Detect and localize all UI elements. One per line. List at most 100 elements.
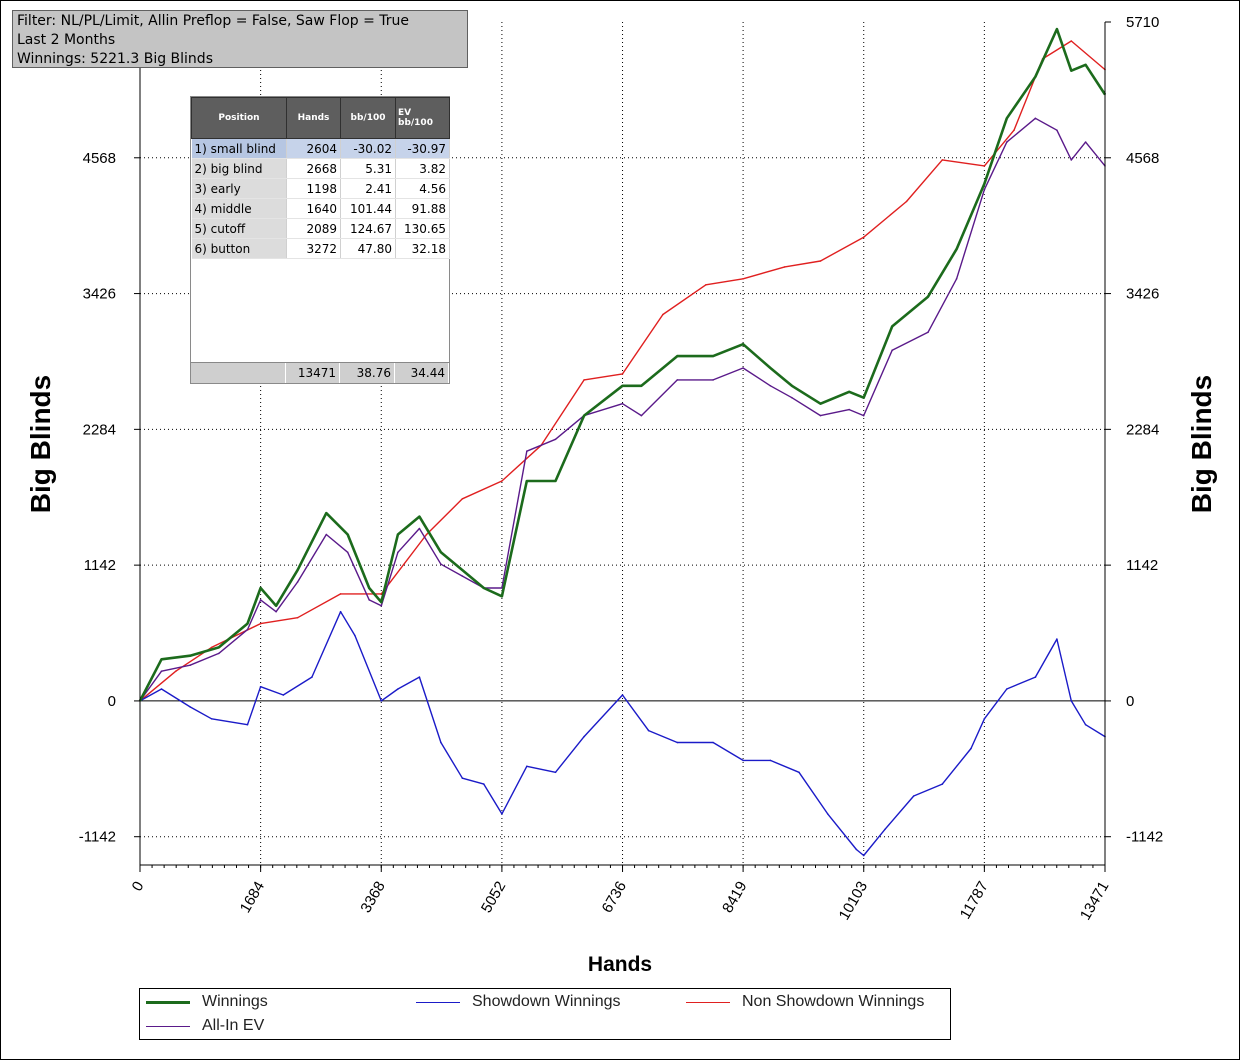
- hands-cell: 1640: [286, 198, 341, 219]
- data-point-winnings: [791, 385, 793, 387]
- position-cell: 1) small blind: [191, 138, 287, 159]
- data-point-winnings: [526, 480, 528, 482]
- data-point-all-in-ev: [1006, 141, 1008, 143]
- data-point-showdown-winnings: [418, 676, 421, 678]
- bb100-cell: 47.80: [340, 238, 396, 259]
- data-point-all-in-ev: [819, 414, 822, 417]
- y-tick-label-left: 0: [108, 693, 116, 710]
- data-point-showdown-winnings: [483, 783, 485, 785]
- y-tick-label-left: 4568: [83, 150, 116, 167]
- data-point-all-in-ev: [983, 188, 986, 191]
- data-point-all-in-ev: [526, 450, 528, 453]
- data-point-non-showdown-winnings: [210, 646, 213, 649]
- header-ev-bb100[interactable]: EV bb/100: [395, 97, 450, 139]
- data-point-non-showdown-winnings: [941, 159, 944, 161]
- data-point-non-showdown-winnings: [425, 533, 428, 536]
- data-point-all-in-ev: [862, 414, 865, 417]
- legend-label-allin-ev: All-In EV: [202, 1017, 265, 1034]
- data-point-showdown-winnings: [884, 828, 886, 831]
- x-tick-label: 3368: [357, 879, 388, 916]
- data-point-showdown-winnings: [246, 723, 249, 726]
- data-point-all-in-ev: [380, 605, 383, 607]
- data-point-showdown-winnings: [712, 741, 714, 744]
- table-row[interactable]: 2) big blind 2668 5.31 3.82: [191, 158, 450, 179]
- legend-item-allin-ev: All-In EV: [146, 1017, 264, 1035]
- data-point-winnings: [325, 512, 328, 514]
- table-row[interactable]: 6) button 3272 47.80 32.18: [191, 238, 450, 259]
- data-point-winnings: [927, 295, 929, 298]
- ev-cell: 130.65: [395, 218, 450, 239]
- data-point-all-in-ev: [397, 551, 399, 554]
- data-point-all-in-ev: [640, 414, 643, 417]
- data-point-non-showdown-winnings: [259, 622, 262, 625]
- data-point-showdown-winnings: [941, 783, 944, 785]
- data-point-winnings: [1070, 69, 1073, 72]
- y-tick-label-right: 3426: [1126, 286, 1159, 303]
- data-point-showdown-winnings: [354, 634, 356, 637]
- data-point-winnings: [676, 355, 679, 357]
- data-point-all-in-ev: [927, 331, 929, 334]
- table-row[interactable]: 5) cutoff 2089 124.67 130.65: [191, 218, 450, 239]
- data-point-winnings: [955, 248, 958, 250]
- data-point-winnings: [1084, 64, 1087, 66]
- table-row[interactable]: 1) small blind 2604 -30.02 -30.97: [191, 138, 450, 159]
- totals-hands: 13471: [286, 363, 340, 383]
- data-point-all-in-ev: [325, 533, 328, 536]
- data-point-showdown-winnings: [855, 848, 858, 851]
- data-point-showdown-winnings: [397, 688, 399, 690]
- position-stats-table: Position Hands bb/100 EV bb/100 1) small…: [190, 96, 450, 384]
- data-point-non-showdown-winnings: [819, 260, 822, 262]
- data-point-all-in-ev: [848, 408, 850, 411]
- data-point-winnings: [862, 396, 865, 399]
- data-point-showdown-winnings: [259, 685, 262, 688]
- data-point-winnings: [440, 551, 442, 554]
- data-point-all-in-ev: [1070, 159, 1073, 161]
- filter-text: Filter: NL/PL/Limit, Allin Preflop = Fal…: [17, 13, 410, 29]
- legend-swatch-non-showdown: [686, 1001, 730, 1003]
- hands-cell: 2089: [286, 218, 341, 239]
- bb100-cell: 2.41: [340, 178, 396, 199]
- data-point-all-in-ev: [346, 551, 349, 554]
- header-hands[interactable]: Hands: [286, 97, 341, 139]
- data-point-showdown-winnings: [742, 759, 744, 762]
- data-point-all-in-ev: [259, 599, 262, 601]
- legend-label-showdown: Showdown Winnings: [472, 993, 621, 1010]
- data-point-all-in-ev: [1034, 117, 1037, 120]
- data-point-showdown-winnings: [826, 813, 829, 815]
- data-point-all-in-ev: [440, 563, 442, 565]
- data-point-non-showdown-winnings: [380, 593, 383, 595]
- data-point-all-in-ev: [368, 599, 371, 601]
- table-row[interactable]: 4) middle 1640 101.44 91.88: [191, 198, 450, 219]
- data-point-showdown-winnings: [676, 741, 679, 744]
- x-tick-label: 1684: [237, 879, 268, 916]
- table-row[interactable]: 3) early 1198 2.41 4.56: [191, 178, 450, 199]
- data-point-winnings: [1056, 28, 1058, 30]
- data-point-showdown-winnings: [912, 795, 915, 797]
- position-cell: 6) button: [191, 238, 287, 259]
- data-point-showdown-winnings: [440, 741, 442, 744]
- data-point-winnings: [397, 533, 399, 536]
- data-point-showdown-winnings: [1006, 688, 1008, 690]
- data-point-non-showdown-winnings: [1013, 129, 1015, 131]
- data-point-all-in-ev: [712, 379, 714, 381]
- ev-cell: -30.97: [395, 138, 450, 159]
- data-point-showdown-winnings: [798, 771, 800, 774]
- data-point-winnings: [461, 569, 464, 571]
- data-point-winnings: [246, 622, 249, 625]
- data-point-showdown-winnings: [621, 694, 624, 696]
- winnings-text: Winnings: 5221.3 Big Blinds: [17, 51, 213, 67]
- totals-ev: 34.44: [395, 363, 449, 383]
- data-point-showdown-winnings: [1070, 700, 1073, 702]
- ev-cell: 3.82: [395, 158, 450, 179]
- x-tick-label: 10103: [836, 879, 872, 924]
- data-point-showdown-winnings: [160, 688, 163, 690]
- hands-cell: 1198: [286, 178, 341, 199]
- data-point-winnings: [189, 654, 191, 657]
- x-tick-label: 11787: [957, 879, 992, 923]
- header-bb100[interactable]: bb/100: [340, 97, 396, 139]
- totals-bb100: 38.76: [340, 363, 395, 383]
- header-position[interactable]: Position: [191, 97, 287, 139]
- data-point-showdown-winnings: [983, 718, 986, 720]
- position-cell: 3) early: [191, 178, 287, 199]
- y-tick-label-right: 5710: [1126, 14, 1159, 31]
